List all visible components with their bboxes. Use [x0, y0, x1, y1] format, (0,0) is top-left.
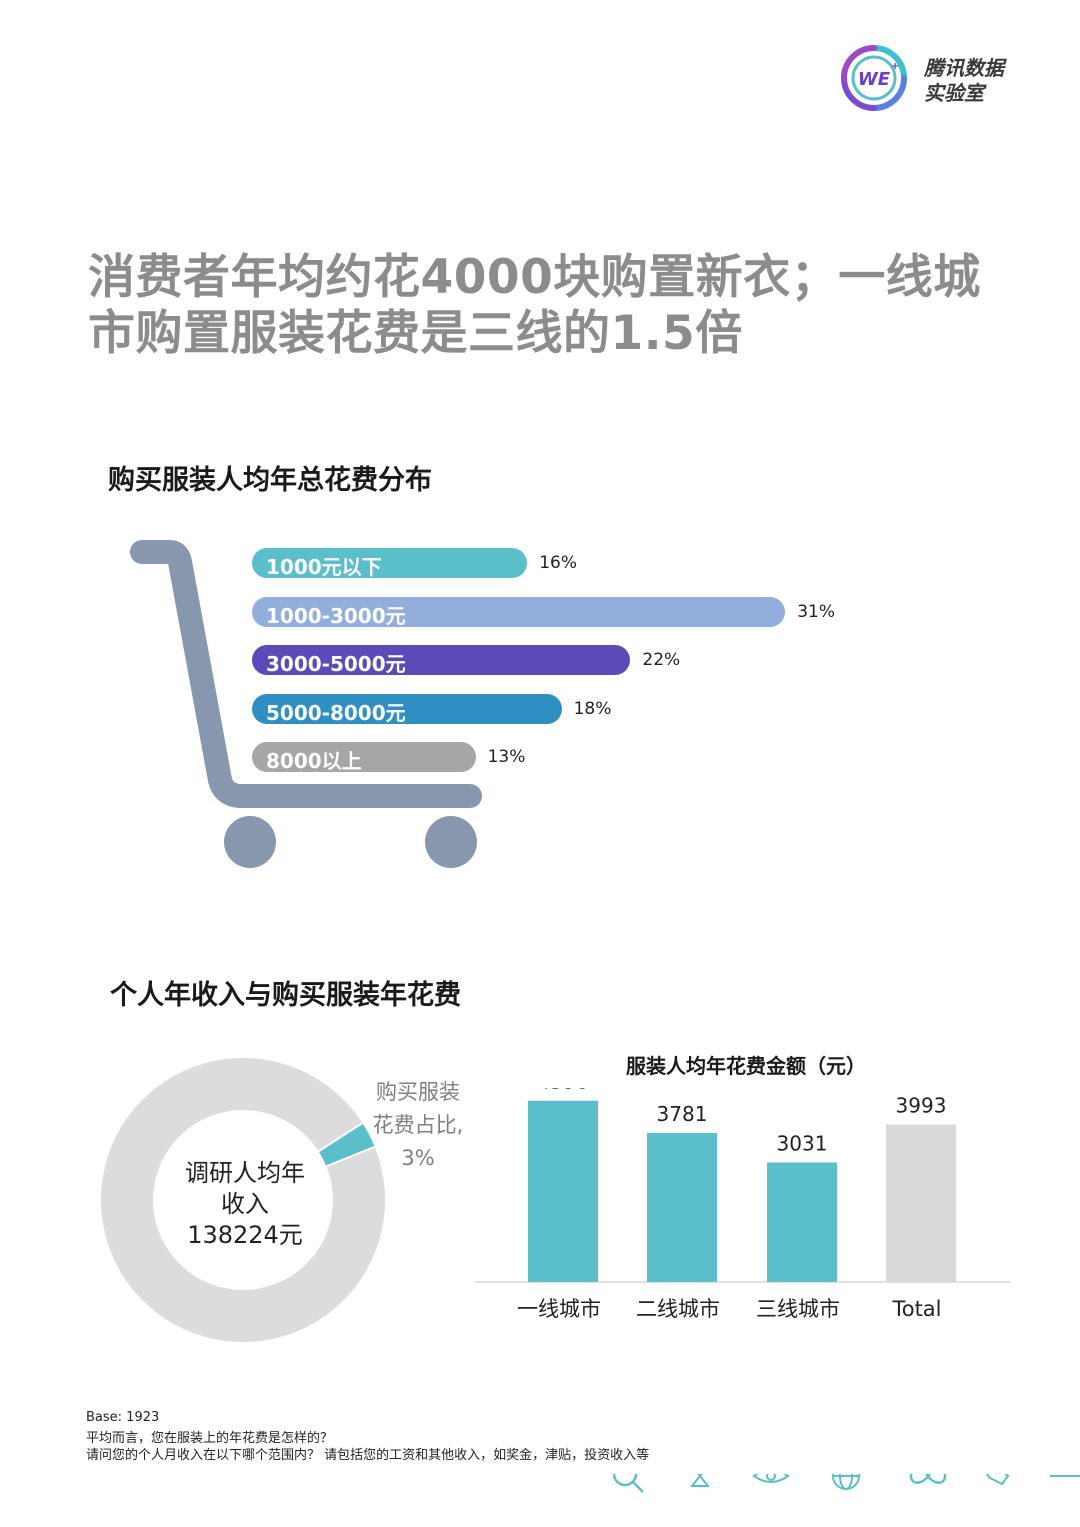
- column-bar-2: [767, 1162, 837, 1282]
- spend-bar-label-1: 1000-3000元: [266, 603, 406, 628]
- footer-question-1: 平均而言，您在服装上的年花费是怎样的？: [86, 1431, 334, 1446]
- title-line-1: 消费者年均约花4000块购置新衣；一线城: [88, 250, 981, 305]
- brand-name: 腾讯数据 实验室: [924, 56, 1004, 106]
- donut-label-line-3: 3%: [401, 1146, 435, 1170]
- donut-slice-label: 购买服装 花费占比, 3%: [366, 1076, 470, 1175]
- column-category-2: 三线城市: [756, 1297, 840, 1321]
- logo-badge: WE: [858, 69, 891, 90]
- column-value-1: 3781: [657, 1102, 708, 1126]
- spend-bar-label-4: 8000以上: [266, 749, 362, 773]
- column-value-3: 3993: [896, 1094, 947, 1118]
- spend-bar-label-3: 5000-8000元: [266, 700, 406, 725]
- eye-icon: [752, 1474, 790, 1483]
- column-chart-title: 服装人均年花费金额（元）: [626, 1054, 866, 1078]
- search-icon: [612, 1474, 644, 1493]
- we-logo: WE +: [841, 45, 907, 111]
- spend-bar-value-3: 18%: [573, 698, 612, 719]
- spend-bar-value-1: 31%: [797, 601, 835, 622]
- column-value-2: 3031: [777, 1131, 828, 1155]
- donut-separator-0: [317, 1121, 364, 1153]
- spend-bar-2: 3000-5000元: [252, 645, 631, 676]
- spend-bar-label-2: 3000-5000元: [266, 652, 406, 676]
- spend-bar-value-0: 16%: [539, 553, 577, 573]
- title-line-2: 市购置服装花费是三线的1.5倍: [88, 306, 743, 361]
- footer-question-2: 请问您的个人月收入在以下哪个范围内？ 请包括您的工资和其他收入，如奖金，津贴，投…: [86, 1448, 650, 1463]
- spend-bar-label-0: 1000元以下: [266, 555, 382, 579]
- brand-line-1: 腾讯数据: [924, 56, 1004, 80]
- globe-icon: [832, 1474, 860, 1490]
- column-bar-0: [528, 1100, 598, 1282]
- shopping-cart-icon: [130, 540, 482, 868]
- footer-base: Base: 1923: [86, 1410, 160, 1425]
- donut-center-line-3: 138224元: [187, 1221, 303, 1249]
- donut-label-line-1: 购买服装: [376, 1080, 460, 1104]
- donut-center-line-2: 收入: [221, 1190, 269, 1218]
- column-category-0: 一线城市: [517, 1297, 601, 1321]
- income-share-donut: [101, 1058, 385, 1342]
- city-spending-column-chart: 4596 一线城市 3781 二线城市 3031 三线城市 3993 Total: [475, 1088, 1010, 1321]
- infinity-icon: [909, 1474, 947, 1484]
- hourglass-icon: [689, 1474, 711, 1487]
- donut-slice-clothing: [318, 1123, 375, 1167]
- svg-text:+: +: [891, 61, 899, 72]
- handshake-icon: [985, 1474, 1010, 1486]
- donut-label-line-2: 花费占比,: [372, 1113, 464, 1137]
- spend-bar-value-4: 13%: [487, 747, 526, 767]
- section-title-income-vs-spending: 个人年收入与购买服装年花费: [110, 980, 461, 1011]
- column-category-3: Total: [891, 1297, 941, 1321]
- donut-center-text: 调研人均年 收入 138224元: [160, 1158, 330, 1251]
- donut-separator-1: [325, 1145, 376, 1168]
- column-value-0: 4596: [538, 1088, 589, 1094]
- footer-icon-strip: [0, 1474, 1080, 1493]
- spend-bar-value-2: 22%: [642, 650, 681, 670]
- column-bar-1: [647, 1132, 717, 1282]
- brand-line-2: 实验室: [924, 81, 984, 105]
- spend-bar-4: 8000以上: [252, 742, 476, 773]
- page-title: 消费者年均约花4000块购置新衣；一线城 市购置服装花费是三线的1.5倍: [88, 250, 1048, 362]
- section-title-spending-distribution: 购买服装人均年总花费分布: [108, 465, 432, 496]
- donut-slice-remainder: [101, 1058, 385, 1342]
- spend-bar-0: 1000元以下: [252, 548, 528, 579]
- column-category-1: 二线城市: [636, 1297, 720, 1321]
- column-bar-3: [886, 1124, 956, 1282]
- spend-bar-1: 1000-3000元: [252, 596, 786, 628]
- donut-center-line-1: 调研人均年: [185, 1159, 305, 1187]
- spend-bar-3: 5000-8000元: [252, 693, 562, 725]
